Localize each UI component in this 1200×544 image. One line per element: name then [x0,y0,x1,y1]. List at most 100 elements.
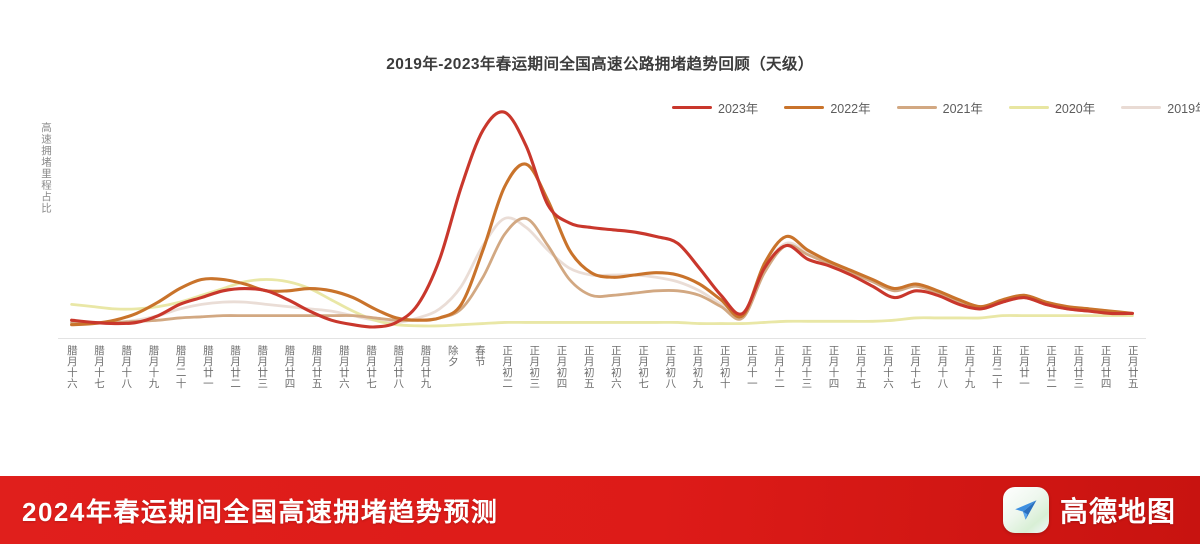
x-axis-tick-label: 正月初八 [664,345,677,389]
x-axis-tick: 腊月廿一 [194,345,221,423]
x-axis-tick: 正月十七 [901,345,928,423]
x-axis-tick-label: 腊月廿七 [365,345,378,389]
legend-swatch-icon [1008,105,1049,109]
x-axis-tick-label: 正月初三 [528,345,541,389]
x-axis-tick-label: 正月十三 [800,345,813,389]
x-axis-tick: 正月十二 [765,345,792,423]
line-chart-svg [70,110,1134,329]
x-axis-tick-label: 腊月廿八 [392,345,405,389]
x-axis-tick-label: 腊月廿三 [256,345,269,389]
x-axis-tick-label: 正月廿三 [1072,345,1085,389]
x-axis-tick: 腊月廿五 [303,345,330,423]
x-axis-tick: 腊月廿七 [357,345,384,423]
legend-swatch-icon [1121,105,1162,109]
x-axis-tick: 春节 [466,345,493,423]
x-axis-tick: 正月初十 [711,345,738,423]
x-axis-tick-label: 正月廿五 [1126,345,1139,389]
legend-label: 2019年 [1167,101,1200,116]
x-axis-tick: 腊月廿六 [330,345,357,423]
x-axis-tick: 正月廿二 [1037,345,1064,423]
bottom-banner: 2024年春运期间全国高速拥堵趋势预测 高德地图 [0,476,1200,544]
x-axis-tick-label: 腊月廿四 [283,345,296,389]
legend-label: 2022年 [830,101,871,116]
x-axis-tick: 腊月廿八 [384,345,411,423]
x-axis-tick: 正月十一 [738,345,765,423]
chart-card: 2019年-2023年春运期间全国高速公路拥堵趋势回顾（天级） 2023年 202… [40,56,1200,423]
legend-item-2019年[interactable]: 2019年 [1121,98,1200,117]
x-axis-tick: 正月十四 [820,345,847,423]
x-axis-tick: 正月十六 [874,345,901,423]
x-axis-tick-label: 腊月廿五 [310,345,323,389]
series-line-2023年 [70,110,1134,329]
series-line-2021年 [70,216,1134,324]
legend-label: 2021年 [942,101,983,116]
x-axis-tick-label: 正月廿一 [1017,345,1030,389]
x-axis-tick: 正月初五 [575,345,602,423]
chart-title: 2019年-2023年春运期间全国高速公路拥堵趋势回顾（天级） [386,56,814,73]
x-axis-tick: 正月廿一 [1010,345,1037,423]
x-axis-tick: 腊月廿二 [221,345,248,423]
legend-item-2023年[interactable]: 2023年 [672,98,758,117]
legend-item-2021年[interactable]: 2021年 [896,98,983,117]
x-axis-tick-label: 正月廿二 [1045,345,1058,389]
chart-plot-area [58,100,1146,340]
x-axis-tick: 正月初九 [684,345,711,423]
banner-divider [0,470,1200,476]
x-axis-tick-label: 春节 [473,345,486,367]
x-axis-labels: 腊月十六 腊月十七 腊月十八 腊月十九 腊月二十 腊月廿一 腊月廿二 腊月廿三 腊月廿四 腊月廿五… [58,345,1146,423]
x-axis-tick: 正月廿五 [1119,345,1146,423]
x-axis-tick: 正月初二 [493,345,520,423]
legend-label: 2023年 [718,101,759,116]
x-axis-tick: 正月初八 [656,345,683,423]
x-axis-tick: 正月十九 [956,345,983,423]
y-axis-title: 高速拥堵里程占比 [40,122,52,214]
x-axis-tick-label: 腊月廿一 [201,345,214,389]
x-axis-tick-label: 除夕 [446,345,459,367]
x-axis-tick: 腊月十六 [58,345,85,423]
x-axis-tick-label: 正月十九 [963,345,976,389]
x-axis-tick-label: 正月初四 [555,345,568,389]
x-axis-tick-label: 正月初五 [582,345,595,389]
legend-item-2020年[interactable]: 2020年 [1008,98,1096,117]
banner-title: 2024年春运期间全国高速拥堵趋势预测 [22,496,499,527]
x-axis-tick-label: 正月十七 [909,345,922,389]
x-axis-tick: 腊月廿四 [276,345,303,423]
x-axis-tick: 正月十八 [929,345,956,423]
legend-swatch-icon [896,105,937,109]
x-axis-tick-label: 正月初二 [501,345,514,389]
x-axis-tick-label: 正月廿四 [1099,345,1112,389]
x-axis-tick-label: 正月初七 [637,345,650,389]
x-axis-tick: 正月十三 [792,345,819,423]
x-axis-tick: 腊月廿三 [248,345,275,423]
x-axis-tick-label: 腊月十八 [120,345,133,389]
paper-plane-icon [1002,487,1049,533]
series-line-2022年 [70,162,1134,327]
legend-item-2022年[interactable]: 2022年 [784,98,871,117]
x-axis-tick-label: 正月十八 [936,345,949,389]
x-axis-tick-label: 正月初六 [609,345,622,389]
x-axis-tick-label: 腊月廿九 [419,345,432,389]
x-axis-tick: 正月十五 [847,345,874,423]
x-axis-tick: 正月初三 [520,345,547,423]
x-axis-tick: 正月初七 [629,345,656,423]
x-axis-tick-label: 正月十二 [773,345,786,389]
x-axis-tick: 正月二十 [983,345,1010,423]
x-axis-tick-label: 正月十四 [827,345,840,389]
legend-label: 2020年 [1054,101,1096,116]
x-axis-tick-label: 腊月廿六 [337,345,350,389]
x-axis-tick: 腊月十七 [85,345,112,423]
x-axis-tick: 正月初六 [602,345,629,423]
x-axis-tick-label: 正月初九 [691,345,704,389]
x-axis-tick-label: 正月十五 [854,345,867,389]
x-axis-tick-label: 腊月十六 [65,345,78,389]
brand-name: 高德地图 [1059,496,1176,527]
legend-swatch-icon [784,105,825,109]
chart-legend: 2023年 2022年 2021年 2020年 2019年 [672,98,1200,117]
x-axis-tick-label: 腊月十七 [93,345,106,389]
x-axis-tick-label: 正月十一 [745,345,758,389]
x-axis-tick: 腊月十九 [140,345,167,423]
legend-swatch-icon [672,105,712,109]
x-axis-tick-label: 腊月二十 [174,345,187,389]
x-axis-tick: 正月廿四 [1092,345,1119,423]
